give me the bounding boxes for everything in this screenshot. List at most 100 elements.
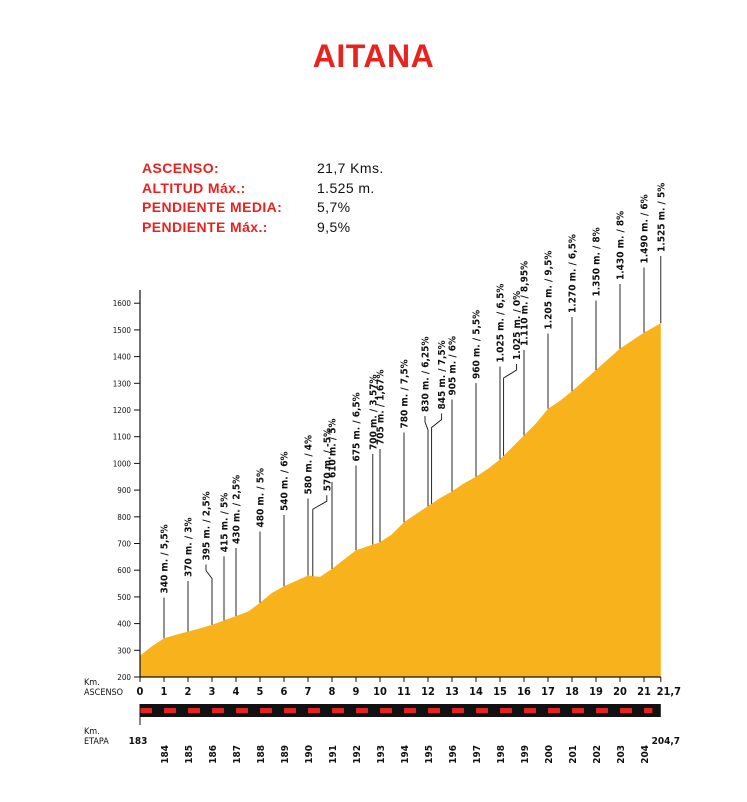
annotation-label: 1.270 m. / 6,5%: [568, 234, 579, 313]
ascenso-tick-label: 15: [493, 685, 507, 698]
ascenso-axis-label: Km.: [84, 678, 100, 688]
y-tick-label: 400: [117, 620, 131, 629]
ascenso-tick-label: 7: [305, 685, 312, 698]
ascenso-tick-label: 18: [565, 685, 579, 698]
etapa-tick-label: 198: [496, 745, 507, 764]
annotation-label: 700 m. / 3,57%: [368, 374, 379, 449]
stat-value: 1.525 m.: [317, 179, 375, 196]
annotation: 540 m. / 6%: [280, 451, 291, 587]
km-band-segment: [596, 708, 608, 713]
annotation-label: 415 m. / 5%: [220, 493, 231, 553]
annotation: 1.025 m. / 0%: [503, 291, 523, 456]
stats-block: ASCENSO: 21,7 Kms. ALTITUD Máx.: 1.525 m…: [142, 160, 442, 238]
ascenso-tick-label: 9: [353, 685, 360, 698]
annotation: 580 m. / 4%: [304, 435, 315, 576]
ascenso-tick-label: 4: [233, 685, 240, 698]
stat-pendiente-max: PENDIENTE Máx.: 9,5%: [142, 219, 442, 239]
km-band-segment: [548, 708, 560, 713]
etapa-tick-label: 196: [448, 745, 459, 764]
ascenso-tick-label: 0: [137, 685, 144, 698]
ascenso-tick-label: 6: [281, 685, 288, 698]
annotation-label: 1.350 m. / 8%: [592, 227, 603, 296]
annotation: 1.525 m. / 5%: [656, 183, 667, 324]
etapa-tick-label: 204,7: [652, 736, 680, 747]
km-band-segment: [620, 708, 632, 713]
stat-label: PENDIENTE MEDIA:: [142, 199, 283, 215]
ascenso-tick-label: 16: [517, 685, 531, 698]
page-title: AITANA: [312, 38, 435, 74]
etapa-tick-label: 191: [328, 745, 339, 764]
km-band: [140, 704, 661, 717]
km-band-segment: [452, 708, 464, 713]
km-band-segment: [356, 708, 368, 713]
km-band-segment: [380, 708, 392, 713]
annotation: 430 m. / 2,5%: [232, 475, 243, 617]
stat-ascenso: ASCENSO: 21,7 Kms.: [142, 160, 442, 180]
annotation-line: [424, 416, 429, 507]
km-band-segment: [212, 708, 224, 713]
annotation-label: 960 m. / 5,5%: [472, 310, 483, 379]
y-tick-label: 800: [117, 513, 131, 522]
etapa-tick-label: 195: [424, 745, 435, 764]
annotation-label: 905 m. / 6%: [448, 336, 459, 396]
ascenso-tick-label: 21: [637, 685, 651, 698]
y-tick-label: 1500: [113, 326, 132, 335]
etapa-tick-label: 187: [232, 745, 243, 764]
annotation-label: 1.205 m. / 9,5%: [544, 251, 555, 330]
annotation-label: 845 m. / 7,5%: [437, 340, 448, 409]
annotation-label: 780 m. / 7,5%: [400, 359, 411, 428]
etapa-tick-label: 199: [520, 745, 531, 764]
annotation: 480 m. / 5%: [256, 468, 267, 603]
ascenso-tick-label: 13: [445, 685, 459, 698]
annotation-line: [312, 495, 328, 577]
etapa-tick-label: 204: [640, 745, 651, 764]
km-band-segment: [140, 708, 152, 713]
stat-value: 5,7%: [317, 199, 351, 215]
etapa-tick-label: 200: [544, 745, 555, 764]
y-tick-label: 1200: [113, 406, 132, 415]
annotation: 780 m. / 7,5%: [400, 359, 411, 523]
ascenso-tick-label: 8: [329, 685, 336, 698]
annotation-label: 830 m. / 6,25%: [421, 337, 432, 412]
y-tick-label: 1300: [113, 379, 132, 388]
etapa-tick-label: 203: [616, 745, 627, 764]
annotation-line: [431, 413, 443, 504]
etapa-tick-label: 192: [352, 745, 363, 764]
annotation-label: 1.110 m. / 8,95%: [520, 261, 531, 346]
ascenso-tick-label: 20: [613, 685, 627, 698]
km-band-segment: [428, 708, 440, 713]
ascenso-tick-label: 17: [541, 685, 555, 698]
km-band-segment: [188, 708, 200, 713]
y-tick-label: 1000: [113, 459, 132, 468]
km-band-segment: [260, 708, 272, 713]
annotation-label: 430 m. / 2,5%: [232, 475, 243, 544]
annotation-label: 1.430 m. / 8%: [616, 211, 627, 280]
etapa-tick-label: 188: [256, 745, 267, 764]
ascenso-tick-label: 2: [185, 685, 192, 698]
y-tick-label: 1600: [113, 299, 132, 308]
km-band-segment: [332, 708, 344, 713]
ascenso-tick-label: 14: [469, 685, 483, 698]
annotation-label: 370 m. / 3%: [184, 517, 195, 577]
annotation-line: [503, 364, 518, 456]
km-band-segment: [476, 708, 488, 713]
ascenso-tick-label: 19: [589, 685, 603, 698]
annotation-label: 1.490 m. / 6%: [640, 194, 651, 263]
stat-label: ASCENSO:: [142, 160, 220, 176]
annotation: 395 m. / 2,5%: [202, 491, 213, 625]
etapa-tick-label: 190: [304, 745, 315, 764]
km-band-segment: [572, 708, 584, 713]
annotation-label: 610 m. / 5%: [328, 418, 339, 478]
stat-altitud: ALTITUD Máx.: 1.525 m.: [142, 180, 442, 200]
annotation: 610 m. / 5%: [328, 418, 339, 569]
annotation: 845 m. / 7,5%: [431, 340, 448, 504]
etapa-tick-label: 193: [376, 745, 387, 764]
etapa-tick-label: 185: [184, 745, 195, 764]
ascenso-tick-label: 5: [257, 685, 264, 698]
y-tick-label: 600: [117, 566, 131, 575]
stat-value: 21,7 Kms.: [317, 160, 384, 176]
annotation: 705 m. / 1,67%: [376, 370, 387, 543]
km-band-segment: [164, 708, 176, 713]
y-tick-label: 1400: [113, 353, 132, 362]
